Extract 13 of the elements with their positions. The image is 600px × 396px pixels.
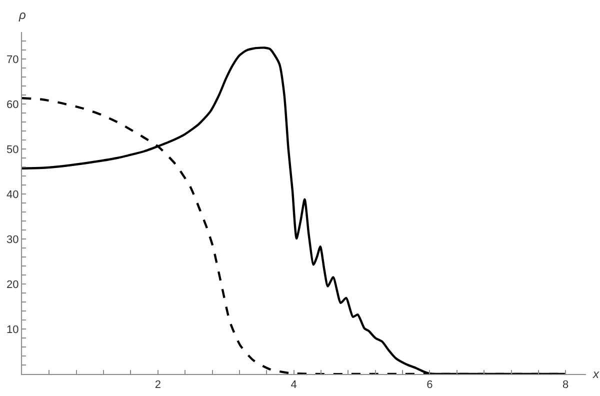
- x-axis-title: x: [592, 367, 600, 381]
- y-axis-title: ρ: [18, 8, 26, 22]
- y-tick-label: 40: [6, 188, 19, 201]
- y-tick-label: 10: [6, 324, 19, 336]
- x-tick-label: 2: [154, 379, 161, 392]
- y-tick-label: 50: [6, 144, 19, 156]
- x-tick-label: 4: [290, 379, 297, 392]
- x-tick-label: 8: [562, 379, 569, 392]
- y-tick-label: 20: [6, 278, 19, 291]
- y-tick-label: 30: [6, 234, 19, 246]
- x-tick-label: 6: [426, 379, 433, 392]
- y-tick-label: 60: [6, 98, 19, 111]
- y-tick-label: 70: [6, 54, 19, 66]
